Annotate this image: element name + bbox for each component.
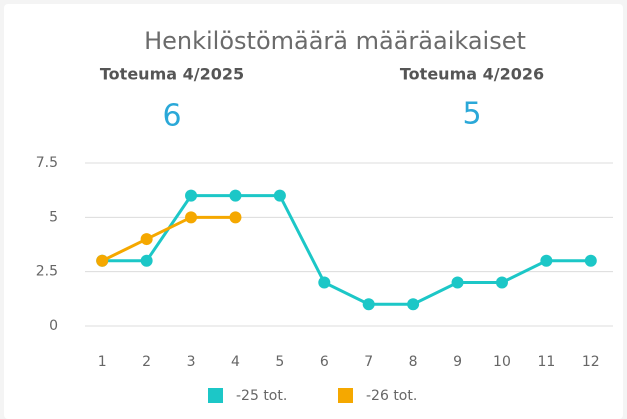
x-tick-label: 10 — [493, 354, 511, 370]
data-point — [407, 298, 420, 311]
chart-title: Henkilöstömäärä määräaikaiset — [144, 27, 526, 55]
y-tick-label: 5 — [49, 209, 58, 225]
legend-swatch — [338, 388, 353, 403]
data-point — [229, 211, 242, 224]
data-point — [540, 254, 553, 267]
x-tick-label: 4 — [231, 354, 240, 370]
y-tick-label: 2.5 — [36, 264, 58, 280]
data-point — [185, 189, 198, 202]
data-point — [451, 276, 464, 289]
x-tick-label: 2 — [142, 354, 151, 370]
data-point — [140, 254, 153, 267]
legend-swatch — [208, 388, 223, 403]
x-tick-label: 11 — [537, 354, 555, 370]
card-background — [4, 4, 623, 419]
series-line — [102, 194, 591, 306]
data-point — [229, 189, 242, 202]
x-tick-label: 12 — [582, 354, 600, 370]
legend-label: -25 tot. — [236, 388, 287, 404]
kpi-value: 6 — [162, 99, 181, 134]
data-point — [185, 211, 198, 224]
data-point — [96, 254, 109, 267]
data-point — [584, 254, 597, 267]
y-tick-label: 7.5 — [36, 155, 58, 171]
data-point — [495, 276, 508, 289]
kpi-label: Toteuma 4/2025 — [100, 65, 244, 84]
x-tick-label: 7 — [364, 354, 373, 370]
kpi-label: Toteuma 4/2026 — [400, 65, 544, 84]
x-tick-label: 9 — [453, 354, 462, 370]
x-tick-label: 3 — [187, 354, 196, 370]
y-tick-label: 0 — [49, 318, 58, 334]
x-tick-label: 1 — [98, 354, 107, 370]
data-point — [362, 298, 375, 311]
data-point — [273, 189, 286, 202]
x-tick-label: 6 — [320, 354, 329, 370]
data-point — [318, 276, 331, 289]
series-line — [101, 215, 236, 263]
x-tick-label: 5 — [275, 354, 284, 370]
x-tick-label: 8 — [409, 354, 418, 370]
legend-label: -26 tot. — [366, 388, 417, 404]
kpi-value: 5 — [462, 97, 481, 132]
data-point — [140, 233, 153, 246]
